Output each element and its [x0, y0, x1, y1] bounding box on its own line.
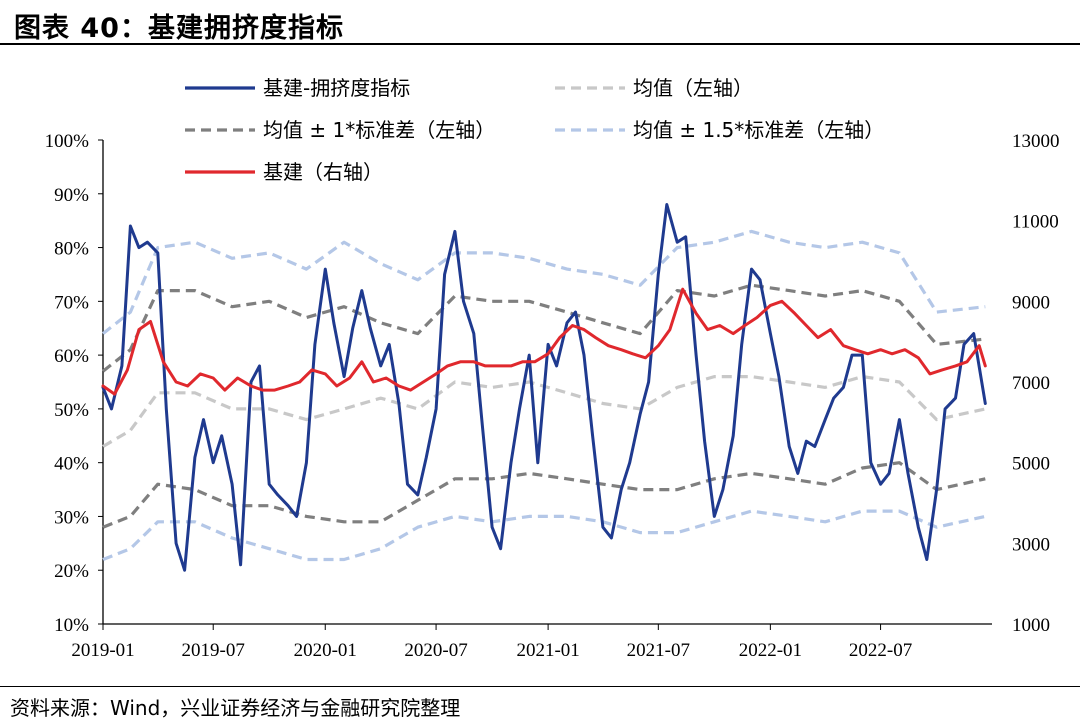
mean-plus-1-5sd-line [102, 229, 986, 335]
infrastructure-index-line [101, 287, 987, 396]
x-axis: 2019-01 2019-07 2020-01 2020-07 2021-01 2021-… [71, 624, 912, 661]
y-left-tick-label: 60% [54, 346, 89, 367]
x-tick-label: 2022-01 [739, 640, 802, 661]
mean-minus-1-5sd-line [102, 509, 986, 562]
crowding-index-line [101, 203, 987, 572]
legend-label: 基建-拥挤度指标 [263, 76, 410, 100]
y-left-tick-label: 20% [54, 561, 89, 582]
y-left-tick-label: 50% [54, 400, 89, 421]
legend-label: 均值 ± 1*标准差（左轴） [263, 118, 495, 142]
chart-canvas: 10% 20% 30% 40% 50% 60% 70% 80% 90% 100% 1000 3000… [45, 76, 1060, 661]
x-tick-label: 2021-07 [627, 640, 690, 661]
y-right-tick-label: 1000 [1012, 615, 1050, 636]
x-tick-label: 2020-01 [294, 640, 357, 661]
x-tick-label: 2019-01 [71, 640, 134, 661]
y-left-axis: 10% 20% 30% 40% 50% 60% 70% 80% 90% 100% [45, 131, 103, 636]
y-right-tick-label: 3000 [1012, 534, 1050, 555]
y-right-tick-label: 11000 [1012, 212, 1059, 233]
y-left-tick-label: 40% [54, 454, 89, 475]
y-left-tick-label: 70% [54, 292, 89, 313]
y-left-tick-label: 30% [54, 507, 89, 528]
legend-label: 均值 ± 1.5*标准差（左轴） [633, 118, 884, 142]
y-left-tick-label: 80% [54, 239, 89, 260]
y-right-axis: 1000 3000 5000 7000 9000 11000 13000 [1012, 131, 1060, 636]
y-left-tick-label: 90% [54, 185, 89, 206]
legend: 基建-拥挤度指标 均值（左轴） 均值 ± 1*标准差（左轴） 均值 ± 1.5*标准差… [185, 76, 884, 184]
legend-label: 均值（左轴） [633, 76, 753, 100]
mean-plus-1sd-line [102, 283, 986, 373]
y-left-tick-label: 10% [54, 615, 89, 636]
plot-frame [102, 140, 992, 625]
y-right-tick-label: 5000 [1012, 454, 1050, 475]
x-tick-label: 2021-01 [516, 640, 579, 661]
title-divider [0, 43, 1080, 45]
x-tick-label: 2022-07 [849, 640, 912, 661]
y-left-tick-label: 100% [45, 131, 90, 152]
y-right-tick-label: 7000 [1012, 373, 1050, 394]
y-right-tick-label: 13000 [1012, 131, 1060, 152]
mean-line [102, 375, 986, 448]
chart-title: 图表 40：基建拥挤度指标 [14, 13, 344, 44]
source-note: 资料来源：Wind，兴业证券经济与金融研究院整理 [10, 696, 461, 720]
source-divider [0, 686, 1080, 687]
y-right-tick-label: 9000 [1012, 292, 1050, 313]
x-tick-label: 2020-07 [404, 640, 467, 661]
x-tick-label: 2019-07 [182, 640, 245, 661]
legend-label: 基建（右轴） [263, 160, 383, 184]
mean-minus-1sd-line [102, 461, 986, 529]
series-layer [101, 203, 987, 572]
